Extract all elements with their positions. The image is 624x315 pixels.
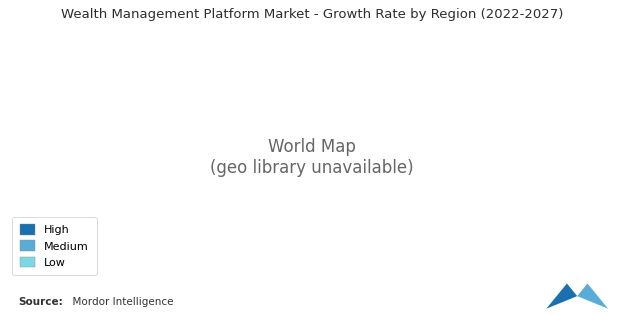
Text: Source:: Source: bbox=[19, 297, 64, 307]
Legend: High, Medium, Low: High, Medium, Low bbox=[12, 216, 97, 275]
Text: World Map
(geo library unavailable): World Map (geo library unavailable) bbox=[210, 138, 414, 177]
Text: Mordor Intelligence: Mordor Intelligence bbox=[66, 297, 173, 307]
Polygon shape bbox=[577, 284, 608, 309]
Polygon shape bbox=[547, 284, 577, 309]
Text: Wealth Management Platform Market - Growth Rate by Region (2022-2027): Wealth Management Platform Market - Grow… bbox=[61, 8, 563, 21]
